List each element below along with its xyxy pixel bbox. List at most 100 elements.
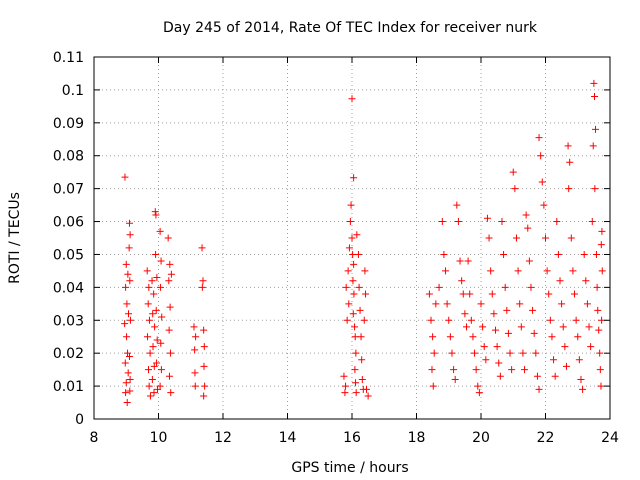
- data-point-marker: [152, 250, 160, 258]
- data-point-marker: [538, 178, 546, 186]
- data-point-marker: [535, 134, 543, 142]
- data-point-marker: [551, 372, 559, 380]
- data-point-marker: [572, 316, 580, 324]
- x-axis-label: GPS time / hours: [291, 460, 408, 476]
- data-point-marker: [158, 313, 166, 321]
- data-point-marker: [594, 306, 602, 314]
- data-point-marker: [543, 267, 551, 275]
- data-point-marker: [575, 356, 583, 364]
- data-point-marker: [542, 234, 549, 242]
- data-point-marker: [346, 218, 354, 226]
- data-point-marker: [165, 277, 173, 285]
- data-point-marker: [167, 270, 175, 278]
- data-point-marker: [508, 366, 516, 374]
- data-point-marker: [514, 267, 522, 275]
- data-point-marker: [462, 323, 470, 331]
- data-point-marker: [482, 356, 490, 364]
- data-point-marker: [521, 366, 529, 374]
- data-point-marker: [583, 300, 591, 308]
- data-point-marker: [352, 379, 360, 387]
- data-point-marker: [596, 366, 604, 374]
- data-point-marker: [574, 333, 582, 341]
- data-point-marker: [123, 333, 131, 341]
- data-point-marker: [561, 343, 569, 351]
- data-point-marker: [425, 290, 433, 298]
- data-point-marker: [191, 346, 199, 354]
- data-point-marker: [122, 389, 130, 397]
- y-tick-label: 0.07: [53, 182, 84, 198]
- data-point-marker: [430, 349, 438, 357]
- data-point-marker: [151, 323, 159, 331]
- data-point-marker: [577, 376, 585, 384]
- data-point-marker: [349, 310, 357, 318]
- y-axis: 0 0.01 0.02 0.03 0.04 0.05 0.06 0.07 0.08 0.09 0.1…: [53, 50, 610, 428]
- data-point-marker: [352, 349, 360, 357]
- data-point-marker: [198, 244, 206, 252]
- data-point-marker: [517, 323, 525, 331]
- data-point-marker: [157, 257, 165, 265]
- data-point-marker: [500, 250, 508, 258]
- data-point-marker: [472, 366, 480, 374]
- y-tick-label: 0.03: [53, 313, 84, 329]
- data-point-marker: [157, 339, 165, 347]
- data-point-marker: [146, 392, 154, 400]
- data-point-marker: [487, 267, 495, 275]
- data-point-marker: [348, 234, 356, 242]
- data-point-marker: [157, 366, 165, 374]
- data-point-marker: [363, 385, 371, 393]
- data-point-marker: [156, 382, 164, 390]
- data-point-marker: [524, 224, 532, 232]
- data-point-marker: [469, 333, 477, 341]
- data-point-marker: [532, 349, 540, 357]
- x-tick-label: 10: [150, 430, 168, 446]
- data-point-marker: [152, 211, 160, 219]
- data-point-marker: [595, 326, 603, 334]
- data-point-marker: [126, 231, 134, 239]
- data-point-marker: [121, 359, 129, 367]
- data-point-marker: [145, 283, 153, 291]
- data-point-marker: [145, 382, 153, 390]
- data-point-marker: [429, 333, 437, 341]
- data-point-marker: [565, 185, 573, 193]
- x-tick-label: 12: [214, 430, 232, 446]
- data-point-marker: [126, 376, 134, 384]
- data-point-marker: [454, 218, 462, 226]
- data-point-marker: [192, 333, 200, 341]
- data-point-marker: [124, 270, 132, 278]
- data-point-marker: [153, 336, 161, 344]
- data-point-marker: [564, 142, 572, 150]
- data-point-marker: [165, 372, 173, 380]
- data-point-marker: [167, 389, 175, 397]
- data-point-marker: [506, 349, 514, 357]
- data-point-marker: [351, 366, 359, 374]
- data-point-marker: [153, 359, 161, 367]
- data-point-marker: [596, 349, 604, 357]
- data-point-marker: [124, 349, 132, 357]
- data-point-marker: [165, 326, 173, 334]
- data-point-marker: [553, 218, 561, 226]
- data-point-marker: [519, 349, 527, 357]
- y-tick-label: 0.04: [53, 280, 84, 296]
- data-point-marker: [535, 385, 543, 393]
- data-point-marker: [146, 349, 154, 357]
- data-point-marker: [598, 316, 606, 324]
- data-point-marker: [345, 300, 353, 308]
- data-point-marker: [164, 234, 172, 242]
- data-point-marker: [166, 303, 174, 311]
- data-point-marker: [571, 290, 579, 298]
- data-point-marker: [448, 349, 456, 357]
- data-point-marker: [427, 316, 435, 324]
- data-point-marker: [350, 260, 358, 268]
- data-point-marker: [592, 250, 600, 258]
- data-point-marker: [435, 283, 443, 291]
- data-point-marker: [342, 283, 350, 291]
- data-point-marker: [144, 300, 152, 308]
- data-point-marker: [498, 218, 506, 226]
- data-point-marker: [122, 283, 130, 291]
- data-point-marker: [350, 174, 358, 182]
- data-point-marker: [566, 158, 574, 166]
- data-point-marker: [446, 333, 454, 341]
- data-point-marker: [351, 323, 359, 331]
- y-tick-label: 0.05: [53, 247, 84, 263]
